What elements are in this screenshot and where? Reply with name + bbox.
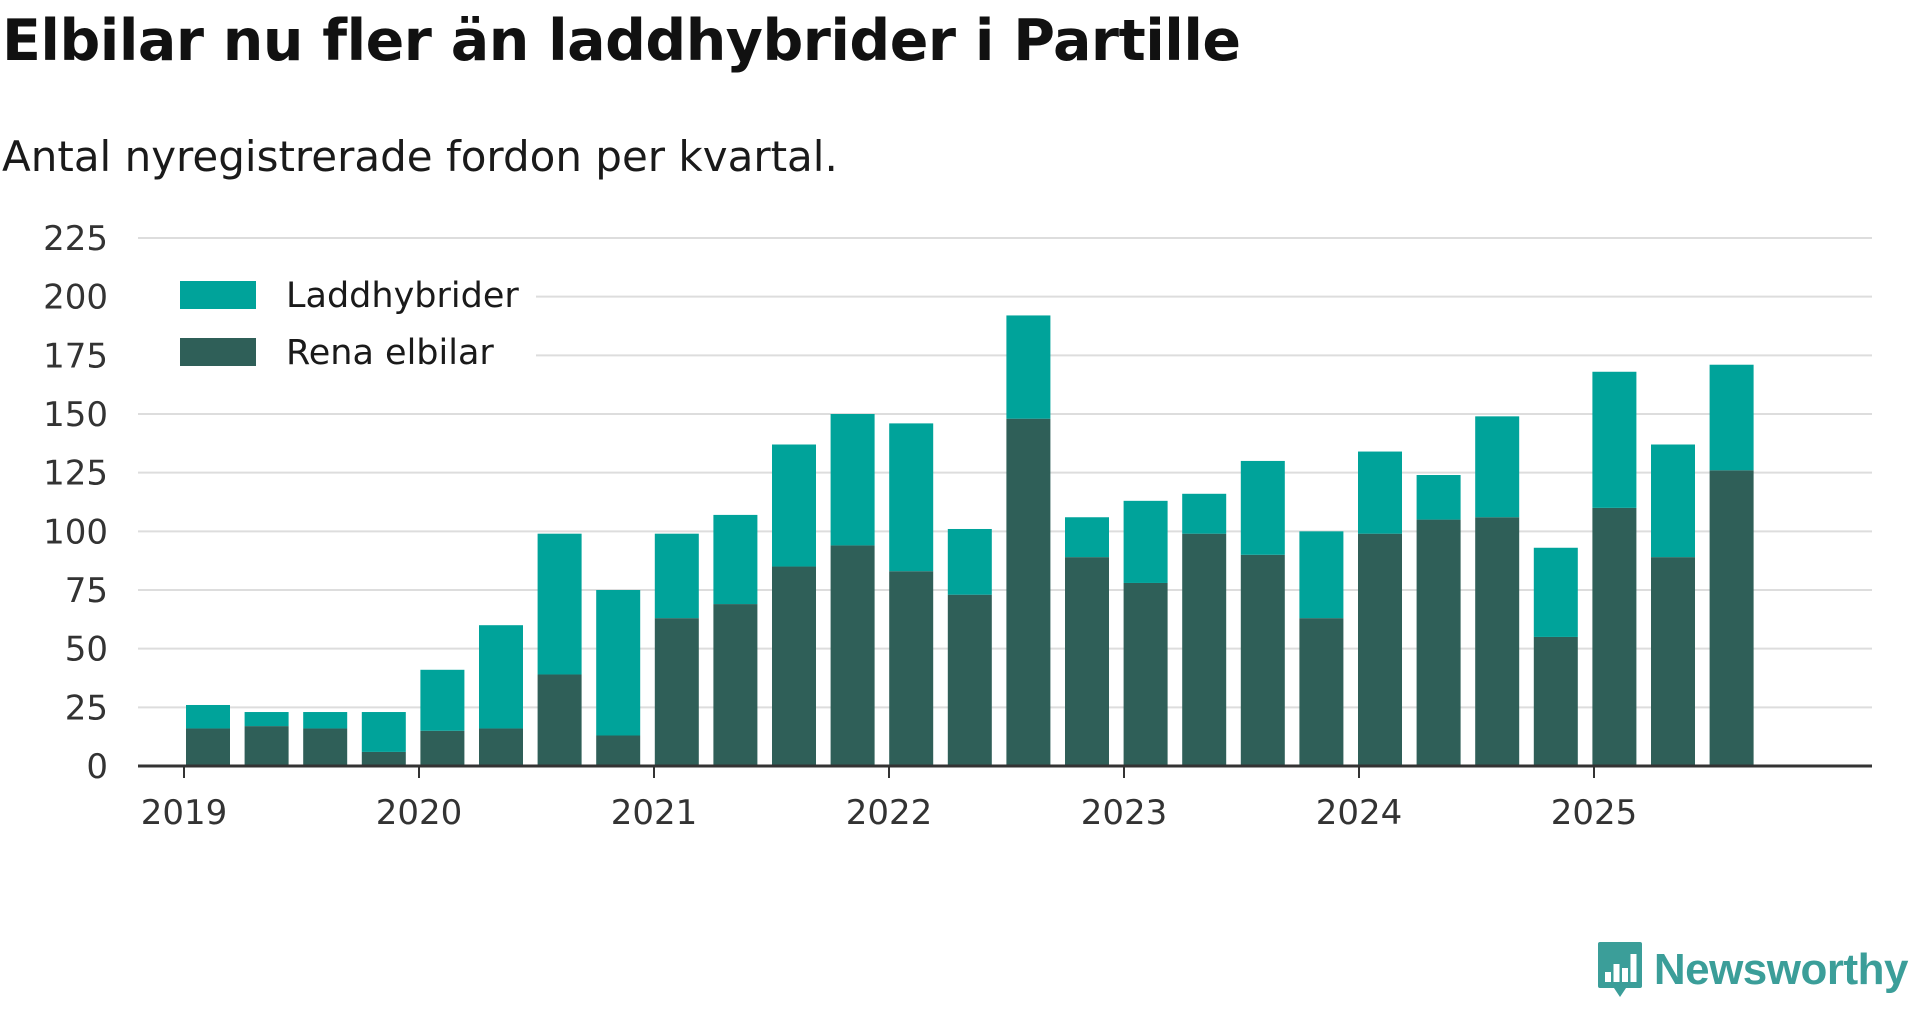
legend: Laddhybrider Rena elbilar bbox=[136, 268, 536, 378]
bar-rena-elbilar bbox=[1065, 557, 1109, 766]
y-tick-label: 125 bbox=[43, 454, 108, 494]
y-tick-label: 150 bbox=[43, 395, 108, 435]
chart-subtitle: Antal nyregistrerade fordon per kvartal. bbox=[2, 132, 838, 181]
bar-laddhybrider bbox=[1006, 315, 1051, 419]
bar-rena-elbilar bbox=[1416, 519, 1461, 766]
x-tick-label: 2022 bbox=[846, 793, 933, 833]
bar-rena-elbilar bbox=[1651, 557, 1695, 766]
bar-rena-elbilar bbox=[1592, 507, 1637, 766]
bar-laddhybrider bbox=[1299, 531, 1344, 619]
y-tick-label: 75 bbox=[65, 571, 108, 611]
bar-rena-elbilar bbox=[1709, 470, 1754, 766]
legend-label: Rena elbilar bbox=[286, 333, 494, 373]
legend-swatch bbox=[180, 338, 256, 366]
bar-rena-elbilar bbox=[303, 728, 348, 766]
x-tick-label: 2025 bbox=[1551, 793, 1638, 833]
bar-laddhybrider bbox=[537, 533, 582, 675]
bar-laddhybrider bbox=[1709, 364, 1754, 471]
bar-laddhybrider bbox=[1240, 460, 1285, 555]
bar-laddhybrider bbox=[420, 669, 465, 731]
y-tick-label: 25 bbox=[65, 688, 108, 728]
x-axis-ticks: 2019 2020 2021 2022 2023 2024 2025 bbox=[141, 766, 1638, 833]
bar-rena-elbilar bbox=[1358, 533, 1402, 766]
bar-rena-elbilar bbox=[1240, 554, 1285, 766]
bar-rena-elbilar bbox=[830, 545, 875, 766]
bar-rena-elbilar bbox=[654, 618, 699, 766]
x-tick-label: 2021 bbox=[611, 793, 698, 833]
bar-laddhybrider bbox=[1416, 475, 1461, 520]
bar-laddhybrider bbox=[830, 414, 875, 546]
y-tick-label: 200 bbox=[43, 278, 108, 318]
bar-laddhybrider bbox=[186, 704, 230, 729]
bar-laddhybrider bbox=[1592, 371, 1637, 508]
bar-laddhybrider bbox=[1123, 500, 1168, 583]
y-axis-ticks: 0 25 50 75 100 125 150 175 200 225 bbox=[43, 219, 108, 787]
y-tick-label: 0 bbox=[86, 747, 108, 787]
bar-rena-elbilar bbox=[244, 726, 289, 766]
bar-laddhybrider bbox=[1475, 416, 1520, 518]
bar-rena-elbilar bbox=[713, 604, 758, 766]
bar-rena-elbilar bbox=[596, 735, 641, 766]
bar-rena-elbilar bbox=[772, 566, 816, 766]
bar-rena-elbilar bbox=[1299, 618, 1344, 766]
bar-rena-elbilar bbox=[479, 728, 523, 766]
legend-label: Laddhybrider bbox=[286, 276, 519, 316]
bar-laddhybrider bbox=[479, 625, 523, 729]
chart-title: Elbilar nu fler än laddhybrider i Partil… bbox=[2, 8, 1241, 74]
bar-laddhybrider bbox=[1533, 547, 1578, 637]
bar-rena-elbilar bbox=[186, 728, 230, 766]
bar-rena-elbilar bbox=[889, 571, 934, 766]
y-tick-label: 100 bbox=[43, 512, 108, 552]
bar-laddhybrider bbox=[596, 590, 641, 736]
bar-laddhybrider bbox=[244, 712, 289, 727]
bar-laddhybrider bbox=[889, 423, 934, 572]
bar-rena-elbilar bbox=[1123, 582, 1168, 766]
x-tick-label: 2020 bbox=[376, 793, 463, 833]
bar-rena-elbilar bbox=[420, 730, 465, 766]
bar-rena-elbilar bbox=[361, 751, 406, 766]
bars bbox=[186, 315, 1754, 766]
bar-rena-elbilar bbox=[1006, 418, 1051, 766]
x-tick-label: 2024 bbox=[1316, 793, 1403, 833]
brand-logo: Newsworthy bbox=[1596, 940, 1909, 1000]
bar-laddhybrider bbox=[1065, 517, 1109, 558]
bar-rena-elbilar bbox=[537, 674, 582, 766]
bar-chart-icon bbox=[1597, 942, 1642, 997]
y-tick-label: 225 bbox=[43, 219, 108, 259]
x-tick-label: 2019 bbox=[141, 793, 228, 833]
bar-rena-elbilar bbox=[1533, 636, 1578, 766]
bar-laddhybrider bbox=[361, 712, 406, 752]
legend-swatch bbox=[180, 281, 256, 309]
bar-rena-elbilar bbox=[1182, 533, 1227, 766]
bar-laddhybrider bbox=[772, 444, 816, 567]
brand-name: Newsworthy bbox=[1653, 945, 1909, 994]
x-tick-label: 2023 bbox=[1081, 793, 1168, 833]
bar-rena-elbilar bbox=[1475, 517, 1520, 766]
bar-laddhybrider bbox=[947, 528, 992, 595]
bar-rena-elbilar bbox=[947, 594, 992, 766]
y-tick-label: 50 bbox=[65, 630, 108, 670]
bar-laddhybrider bbox=[303, 712, 348, 729]
y-tick-label: 175 bbox=[43, 336, 108, 376]
bar-laddhybrider bbox=[1651, 444, 1695, 558]
bar-laddhybrider bbox=[1182, 493, 1227, 534]
bar-laddhybrider bbox=[713, 514, 758, 605]
bar-laddhybrider bbox=[1358, 451, 1402, 534]
bar-laddhybrider bbox=[654, 533, 699, 619]
